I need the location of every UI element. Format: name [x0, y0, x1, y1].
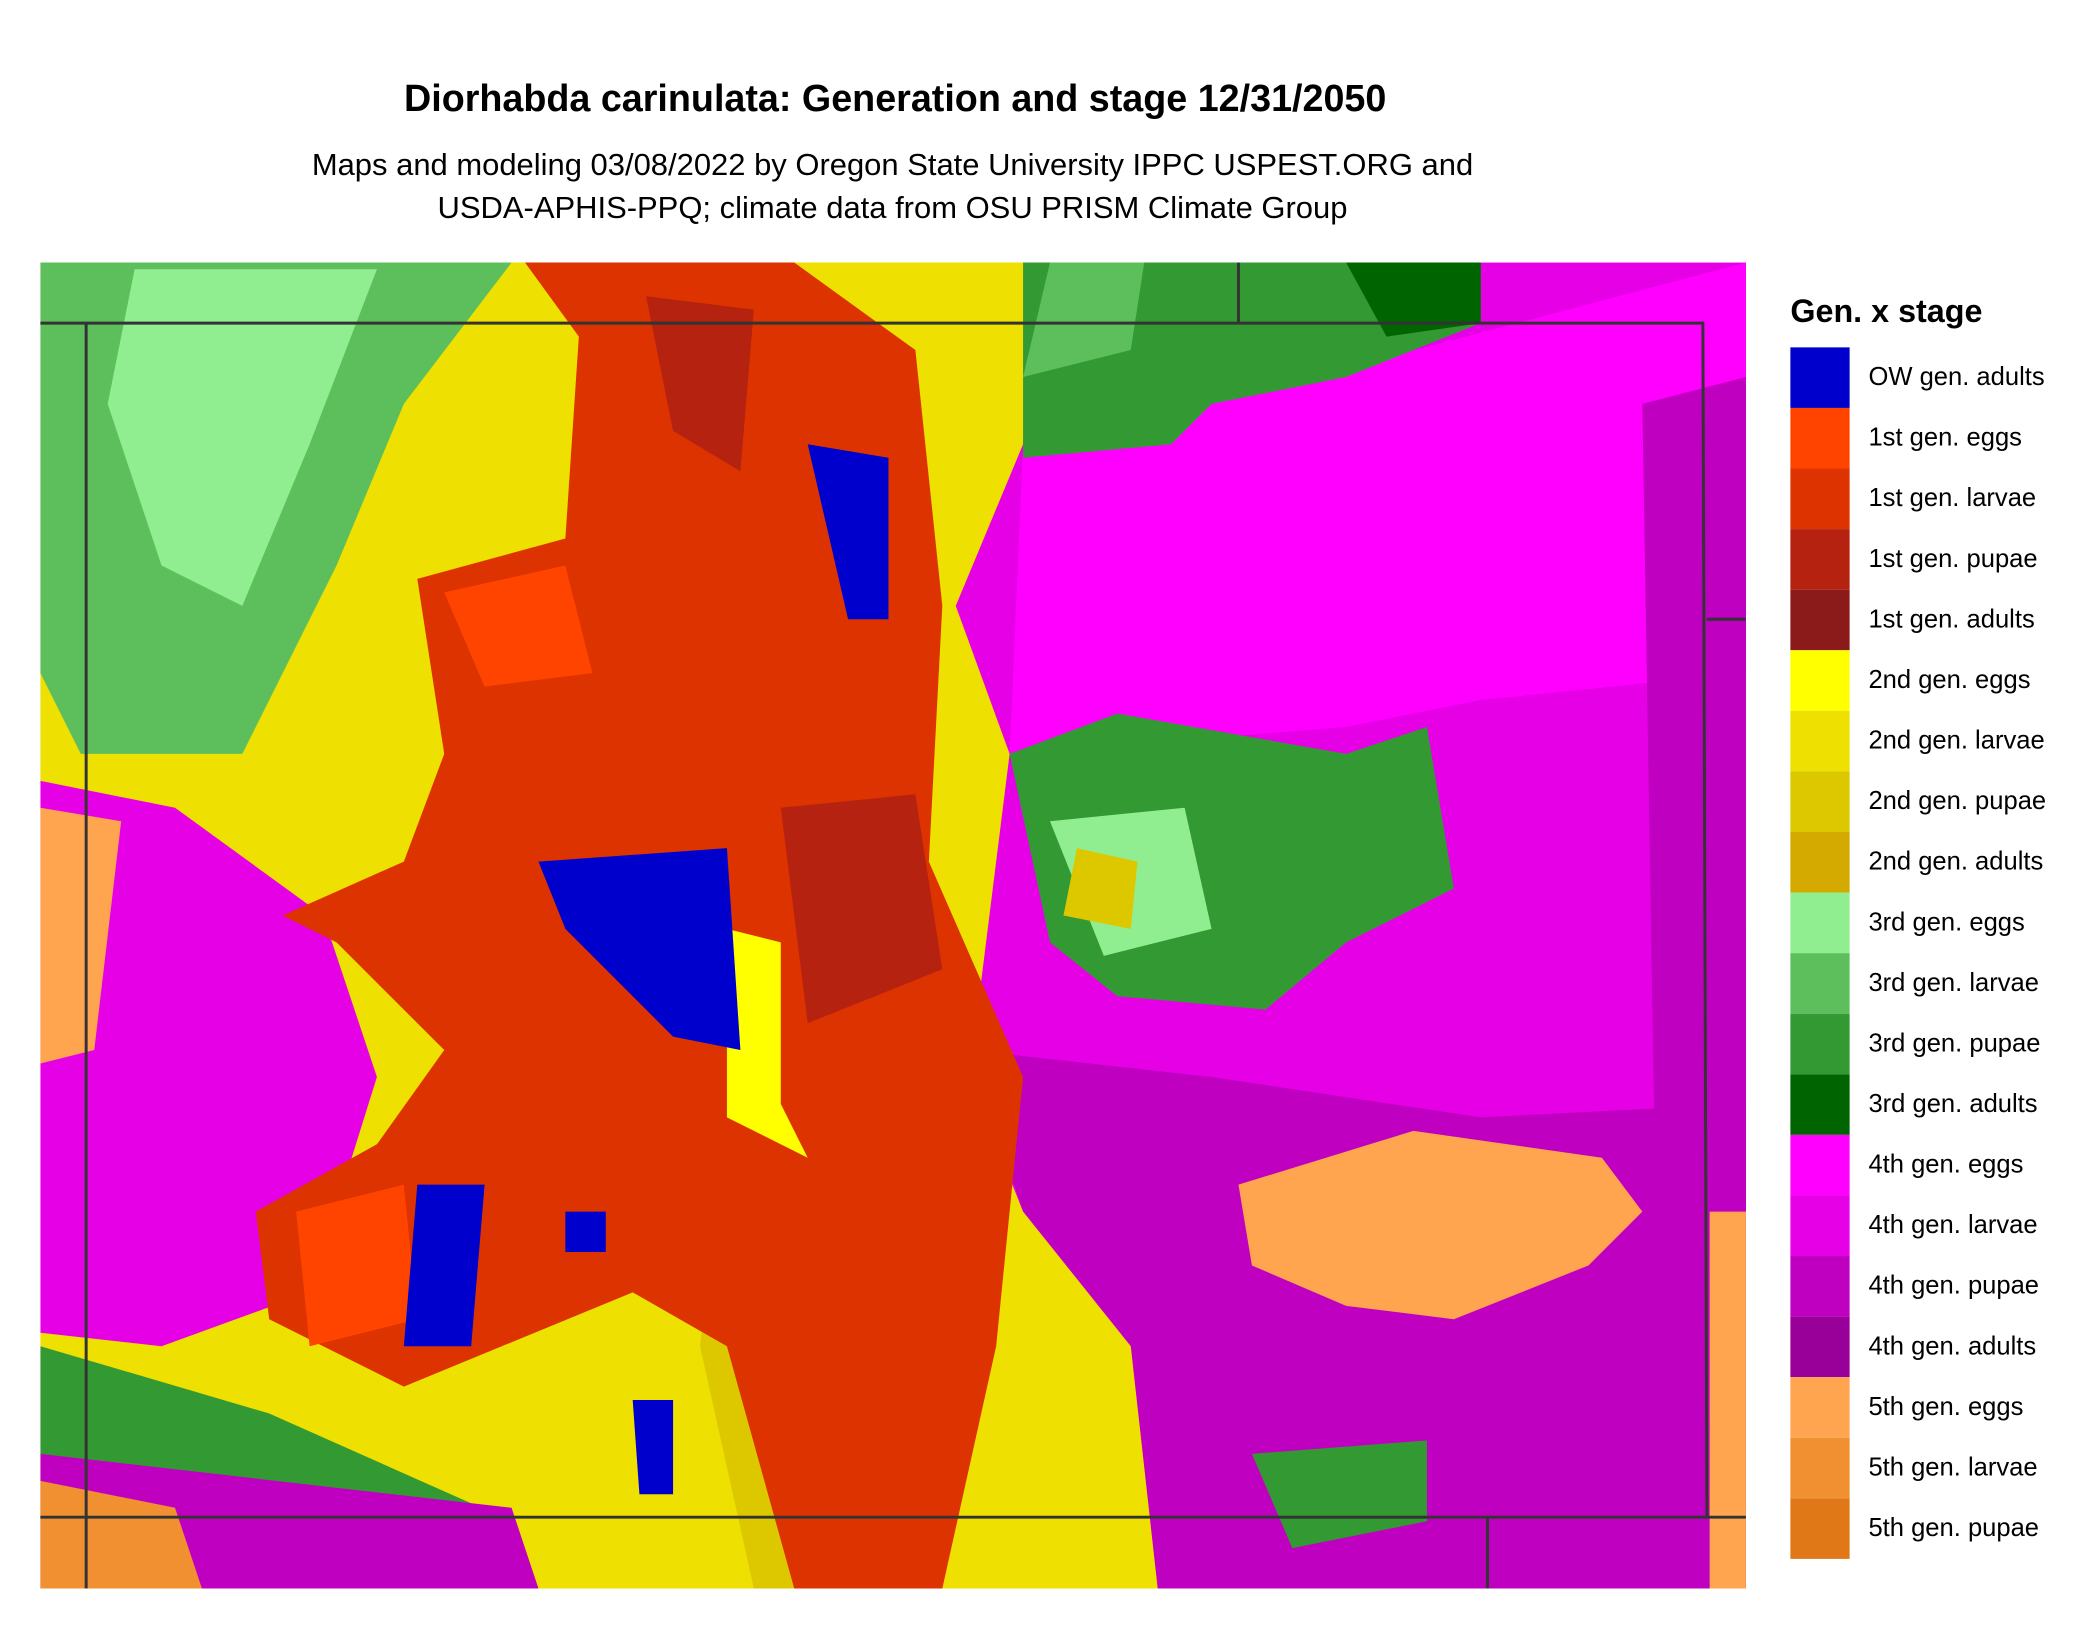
legend-swatch — [1790, 1316, 1850, 1378]
map-title: Diorhabda carinulata: Generation and sta… — [404, 77, 1386, 119]
legend-swatch — [1790, 831, 1850, 893]
legend-swatch — [1790, 1195, 1850, 1257]
legend-label: 2nd gen. eggs — [1868, 666, 2030, 694]
map-region — [40, 1480, 202, 1589]
legend-swatch — [1790, 347, 1850, 408]
legend-label: 5th gen. eggs — [1868, 1393, 2023, 1421]
legend-label: 3rd gen. pupae — [1868, 1029, 2040, 1057]
legend-swatch — [1790, 1498, 1850, 1559]
map-region — [1238, 1130, 1643, 1320]
map-region — [1709, 1211, 1746, 1589]
map-region — [726, 928, 808, 1158]
map-region — [1009, 262, 1746, 754]
legend-label: 3rd gen. eggs — [1868, 908, 2024, 936]
map-region — [40, 807, 122, 1064]
legend-swatch — [1790, 650, 1850, 711]
legend-swatch — [1790, 710, 1850, 772]
legend-label: 2nd gen. pupae — [1868, 787, 2046, 815]
map-region — [1023, 262, 1481, 458]
legend-label: OW gen. adults — [1868, 363, 2044, 391]
legend-swatch — [1790, 892, 1850, 954]
map-region — [403, 1184, 485, 1347]
legend-swatch — [1790, 589, 1850, 651]
legend: OW gen. adults 1st gen. eggs 1st gen. larv… — [1790, 347, 2046, 1559]
map-region — [632, 1400, 674, 1495]
legend-label: 3rd gen. adults — [1868, 1090, 2037, 1118]
legend-swatch — [1790, 529, 1850, 590]
legend-label: 1st gen. pupae — [1868, 545, 2037, 573]
legend-swatch — [1790, 1013, 1850, 1075]
legend-label: 1st gen. adults — [1868, 605, 2034, 633]
legend-label: 4th gen. larvae — [1868, 1211, 2037, 1239]
map-raster — [40, 262, 1746, 1589]
map-region — [807, 444, 889, 620]
map-region — [296, 1184, 418, 1347]
map-region — [565, 1211, 606, 1252]
legend-label: 1st gen. larvae — [1868, 484, 2036, 512]
legend-swatch — [1790, 1377, 1850, 1438]
map-region — [780, 794, 943, 1024]
legend-label: 1st gen. eggs — [1868, 424, 2022, 452]
legend-label: 4th gen. pupae — [1868, 1272, 2039, 1300]
legend-swatch — [1790, 1437, 1850, 1499]
legend-label: 5th gen. larvae — [1868, 1453, 2037, 1481]
legend-title: Gen. x stage — [1790, 293, 1982, 329]
legend-swatch — [1790, 1256, 1850, 1317]
map-region — [1346, 262, 1481, 337]
map-region — [538, 848, 741, 1051]
legend-label: 3rd gen. larvae — [1868, 969, 2039, 997]
legend-label: 4th gen. eggs — [1868, 1151, 2023, 1179]
legend-label: 5th gen. pupae — [1868, 1514, 2039, 1542]
map-region — [1642, 376, 1746, 1212]
map-region — [1063, 848, 1138, 929]
legend-swatch — [1790, 407, 1850, 469]
map-subtitle: USDA-APHIS-PPQ; climate data from OSU PR… — [438, 190, 1348, 225]
legend-swatch — [1790, 468, 1850, 530]
map-region — [107, 269, 377, 606]
map-region — [444, 565, 593, 687]
map-subtitle: Maps and modeling 03/08/2022 by Oregon S… — [312, 147, 1473, 182]
legend-swatch — [1790, 1134, 1850, 1196]
legend-swatch — [1790, 953, 1850, 1014]
state-boundary — [40, 321, 1709, 1518]
legend-label: 2nd gen. larvae — [1868, 727, 2044, 755]
legend-label: 4th gen. adults — [1868, 1332, 2036, 1360]
map-region — [1023, 262, 1145, 377]
map-region — [646, 296, 754, 472]
legend-label: 2nd gen. adults — [1868, 848, 2043, 876]
legend-swatch — [1790, 771, 1850, 832]
legend-swatch — [1790, 1074, 1850, 1135]
map-region — [1251, 1440, 1427, 1549]
